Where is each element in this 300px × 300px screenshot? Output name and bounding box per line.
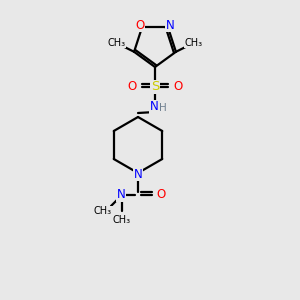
Text: S: S [151,80,159,94]
Text: O: O [156,188,166,202]
Text: N: N [166,19,174,32]
Text: N: N [150,100,158,113]
Text: CH₃: CH₃ [107,38,125,48]
Text: CH₃: CH₃ [185,38,203,48]
Text: O: O [135,19,145,32]
Text: N: N [134,167,142,181]
Text: O: O [128,80,136,92]
Text: CH₃: CH₃ [94,206,112,216]
Text: CH₃: CH₃ [113,215,131,225]
Text: H: H [159,103,167,113]
Text: O: O [173,80,183,92]
Text: N: N [117,188,125,202]
